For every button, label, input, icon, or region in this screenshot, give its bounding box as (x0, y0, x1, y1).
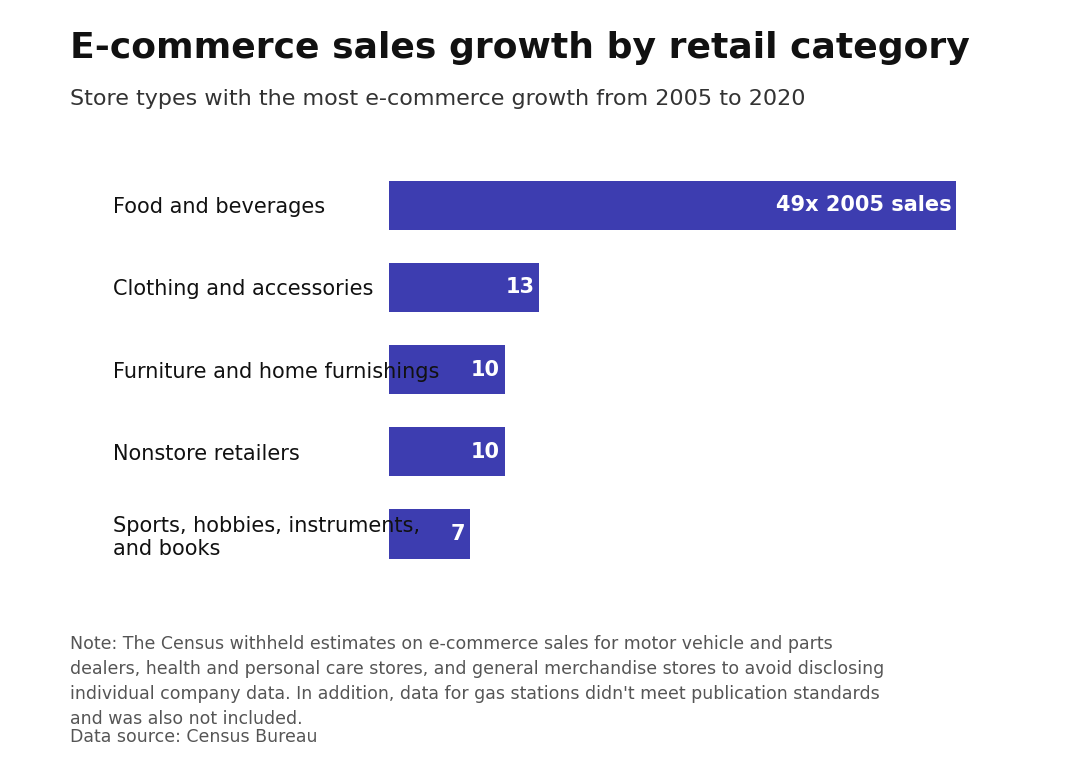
Text: 7: 7 (450, 524, 465, 544)
Bar (389, 427, 504, 477)
Text: E-commerce sales growth by retail category: E-commerce sales growth by retail catego… (70, 31, 970, 65)
Text: Data source: Census Bureau: Data source: Census Bureau (70, 728, 318, 745)
Text: 49x 2005 sales: 49x 2005 sales (775, 196, 951, 216)
Text: 10: 10 (471, 442, 500, 462)
Text: Note: The Census withheld estimates on e-commerce sales for motor vehicle and pa: Note: The Census withheld estimates on e… (70, 635, 885, 728)
Text: Store types with the most e-commerce growth from 2005 to 2020: Store types with the most e-commerce gro… (70, 89, 806, 109)
Bar (389, 263, 539, 312)
Bar (389, 345, 504, 394)
Text: 13: 13 (505, 277, 535, 297)
Bar (389, 509, 470, 558)
Text: 10: 10 (471, 360, 500, 380)
Bar (389, 181, 956, 230)
